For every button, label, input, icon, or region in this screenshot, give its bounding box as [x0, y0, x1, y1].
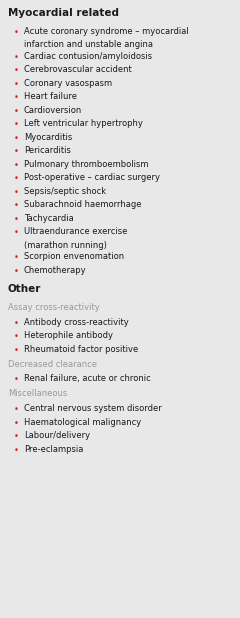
- Text: •: •: [14, 53, 19, 62]
- Text: Heterophile antibody: Heterophile antibody: [24, 331, 113, 340]
- Text: Assay cross-reactivity: Assay cross-reactivity: [8, 303, 100, 312]
- Text: Scorpion envenomation: Scorpion envenomation: [24, 252, 124, 261]
- Text: Miscellaneous: Miscellaneous: [8, 389, 67, 399]
- Text: Other: Other: [8, 284, 41, 294]
- Text: •: •: [14, 215, 19, 224]
- Text: •: •: [14, 134, 19, 143]
- Text: Cardioversion: Cardioversion: [24, 106, 82, 115]
- Text: Cardiac contusion/amyloidosis: Cardiac contusion/amyloidosis: [24, 52, 152, 61]
- Text: •: •: [14, 188, 19, 197]
- Text: •: •: [14, 121, 19, 129]
- Text: Pericarditis: Pericarditis: [24, 146, 71, 155]
- Text: •: •: [14, 446, 19, 455]
- Text: Myocardial related: Myocardial related: [8, 8, 119, 18]
- Text: Antibody cross-reactivity: Antibody cross-reactivity: [24, 318, 129, 327]
- Text: •: •: [14, 174, 19, 184]
- Text: •: •: [14, 161, 19, 170]
- Text: Ultraendurance exercise: Ultraendurance exercise: [24, 227, 127, 237]
- Text: •: •: [14, 148, 19, 156]
- Text: •: •: [14, 332, 19, 341]
- Text: Rheumatoid factor positive: Rheumatoid factor positive: [24, 345, 138, 353]
- Text: Subarachnoid haemorrhage: Subarachnoid haemorrhage: [24, 200, 142, 210]
- Text: infarction and unstable angina: infarction and unstable angina: [24, 40, 153, 49]
- Text: Tachycardia: Tachycardia: [24, 214, 74, 223]
- Text: •: •: [14, 376, 19, 384]
- Text: Sepsis/septic shock: Sepsis/septic shock: [24, 187, 106, 196]
- Text: •: •: [14, 66, 19, 75]
- Text: Heart failure: Heart failure: [24, 93, 77, 101]
- Text: Coronary vasospasm: Coronary vasospasm: [24, 79, 112, 88]
- Text: •: •: [14, 319, 19, 328]
- Text: Cerebrovascular accident: Cerebrovascular accident: [24, 66, 132, 74]
- Text: Chemotherapy: Chemotherapy: [24, 266, 87, 275]
- Text: Central nervous system disorder: Central nervous system disorder: [24, 404, 162, 413]
- Text: Left ventricular hypertrophy: Left ventricular hypertrophy: [24, 119, 143, 129]
- Text: •: •: [14, 201, 19, 210]
- Text: •: •: [14, 267, 19, 276]
- Text: Pulmonary thromboembolism: Pulmonary thromboembolism: [24, 160, 149, 169]
- Text: Decreased clearance: Decreased clearance: [8, 360, 97, 369]
- Text: Myocarditis: Myocarditis: [24, 133, 72, 142]
- Text: •: •: [14, 345, 19, 355]
- Text: •: •: [14, 80, 19, 89]
- Text: •: •: [14, 107, 19, 116]
- Text: Renal failure, acute or chronic: Renal failure, acute or chronic: [24, 375, 151, 384]
- Text: Pre-eclampsia: Pre-eclampsia: [24, 445, 83, 454]
- Text: (marathon running): (marathon running): [24, 241, 107, 250]
- Text: Acute coronary syndrome – myocardial: Acute coronary syndrome – myocardial: [24, 27, 189, 36]
- Text: •: •: [14, 93, 19, 103]
- Text: Labour/delivery: Labour/delivery: [24, 431, 90, 441]
- Text: •: •: [14, 229, 19, 237]
- Text: •: •: [14, 405, 19, 414]
- Text: •: •: [14, 419, 19, 428]
- Text: Post-operative – cardiac surgery: Post-operative – cardiac surgery: [24, 174, 160, 182]
- Text: •: •: [14, 28, 19, 37]
- Text: •: •: [14, 253, 19, 263]
- Text: •: •: [14, 433, 19, 441]
- Text: Haematological malignancy: Haematological malignancy: [24, 418, 141, 427]
